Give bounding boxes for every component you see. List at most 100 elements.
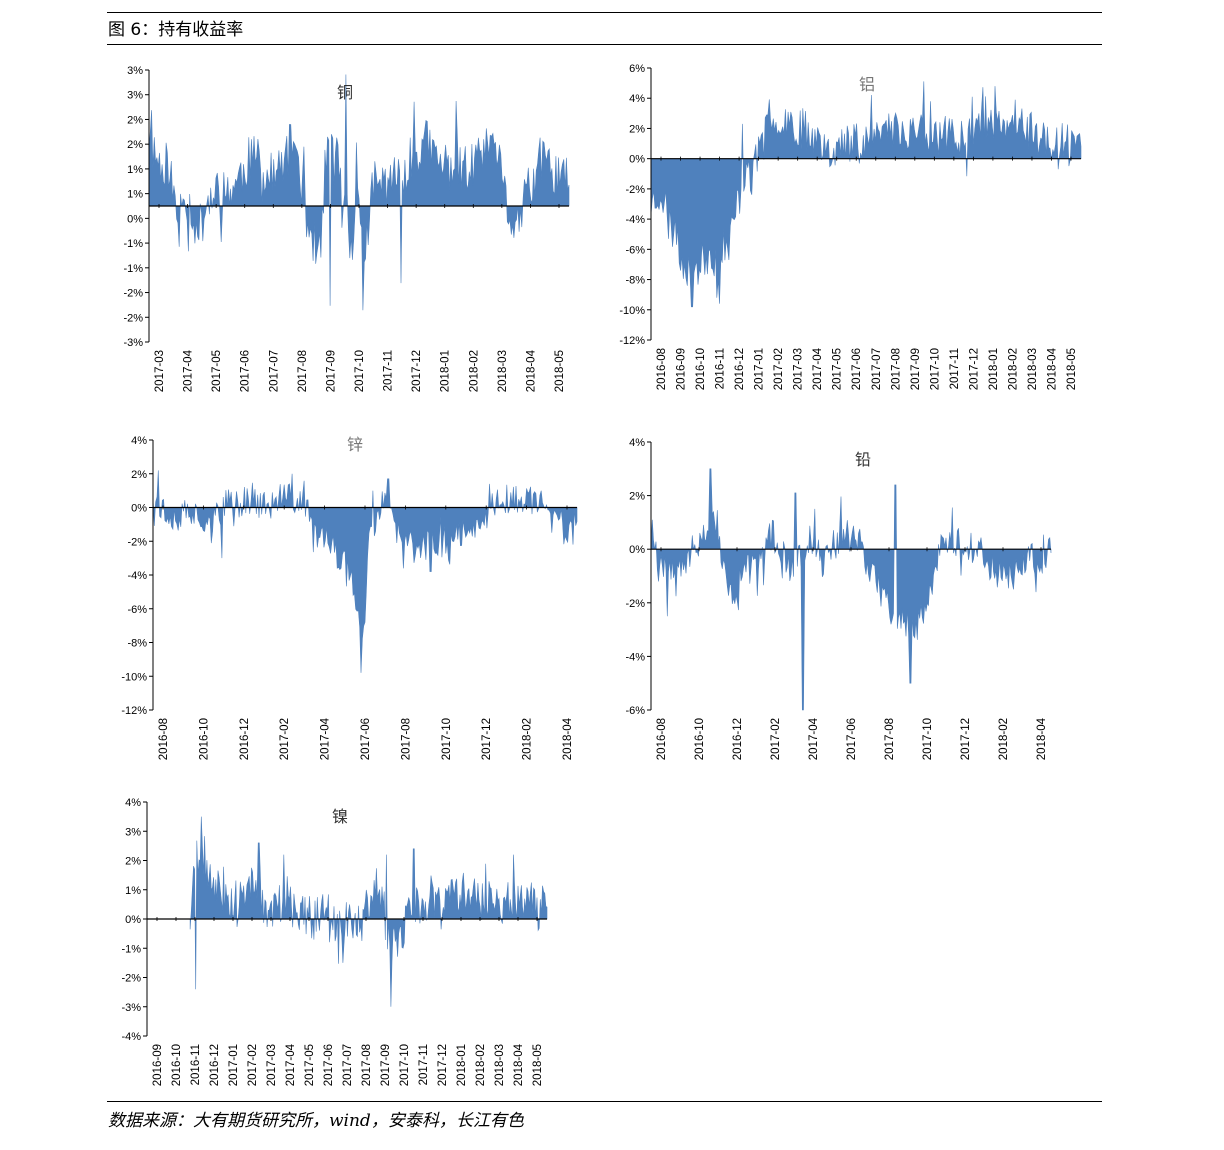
chart-panel-aluminum: 6% 4% 2% 0% -2% -4% -6% -8% -10% -12% 2016-08 2016-…: [605, 60, 1095, 420]
copper-x-tick-label: 2017-09: [325, 350, 337, 392]
copper-x-tick-label: 2018-04: [525, 349, 537, 392]
aluminum-y-tick-label: 0%: [629, 154, 645, 166]
lead-y-tick-label: 2%: [629, 491, 645, 503]
lead-y-tick-label: -4%: [625, 651, 645, 663]
lead-x-tick-label: 2017-08: [884, 718, 896, 760]
top-rule: [107, 12, 1102, 13]
copper-y-tick-label: 2%: [127, 139, 143, 151]
nickel-y-tick-label: 4%: [125, 797, 141, 809]
copper-x-tick-label: 2018-03: [497, 350, 509, 392]
aluminum-x-tick-label: 2016-08: [656, 348, 668, 390]
zinc-x-tick-label: 2016-08: [158, 718, 170, 760]
copper-y-tick-label: 2%: [127, 114, 143, 126]
nickel-x-tick-label: 2017-05: [304, 1044, 316, 1086]
lead-y-tick-label: -6%: [625, 705, 645, 717]
chart-panel-lead: 4% 2% 0% -2% -4% -6% 2016-08 2016-10 2016-12 2017…: [605, 430, 1075, 780]
aluminum-x-tick-label: 2017-04: [812, 347, 824, 390]
nickel-y-tick-label: 0%: [125, 914, 141, 926]
nickel-x-tick-label: 2016-10: [171, 1044, 183, 1086]
nickel-x-tick-label: 2017-01: [228, 1044, 240, 1086]
aluminum-x-tick-label: 2017-08: [890, 348, 902, 390]
nickel-x-tick-label: 2018-04: [513, 1043, 525, 1086]
copper-x-tick-label: 2017-12: [411, 350, 423, 392]
copper-chart: 3% 3% 2% 2% 1% 1% 0% -1% -1% -2% -2% -3% 2017-03 2017…: [123, 65, 570, 392]
aluminum-x-tick-label: 2017-02: [773, 348, 785, 390]
lead-y-tick-label: -2%: [625, 598, 645, 610]
zinc-chart-title: 锌: [347, 435, 363, 454]
aluminum-x-tick-label: 2017-01: [754, 348, 766, 390]
copper-y-tick-label: 1%: [127, 164, 143, 176]
chart-panel-nickel: 4% 3% 2% 1% 0% -1% -2% -3% -4% 2016-09 2016-10 2016…: [107, 792, 577, 1102]
lead-x-tick-label: 2018-02: [998, 718, 1010, 760]
aluminum-x-tick-label: 2017-11: [949, 348, 961, 389]
lead-x-tick-label: 2017-12: [960, 718, 972, 760]
copper-y-tick-label: 3%: [127, 90, 143, 102]
nickel-y-tick-label: 2%: [125, 856, 141, 868]
aluminum-x-tick-label: 2017-09: [910, 348, 922, 390]
aluminum-x-tick-label: 2017-07: [871, 348, 883, 390]
aluminum-x-tick-label: 2017-05: [832, 348, 844, 390]
zinc-x-tick-label: 2017-04: [320, 717, 332, 760]
zinc-x-tick-label: 2018-04: [562, 717, 574, 760]
zinc-y-tick-label: -6%: [127, 604, 147, 616]
zinc-x-tick-label: 2016-12: [239, 718, 251, 760]
zinc-y-tick-label: 0%: [131, 503, 147, 515]
source-note: 数据来源：大有期货研究所，wind，安泰科，长江有色: [108, 1111, 524, 1131]
lead-y-tick-label: 0%: [629, 544, 645, 556]
aluminum-x-tick-label: 2018-03: [1027, 348, 1039, 390]
copper-y-tick-label: -3%: [123, 337, 143, 349]
lead-series-area: [650, 468, 1052, 711]
copper-chart-title: 铜: [337, 83, 353, 102]
nickel-x-tick-label: 2018-05: [532, 1044, 544, 1086]
nickel-x-tick-label: 2017-06: [323, 1044, 335, 1086]
copper-series-area: [148, 74, 570, 311]
aluminum-y-tick-label: -6%: [625, 244, 645, 256]
copper-x-tick-label: 2017-08: [297, 350, 309, 392]
lead-x-tick-label: 2017-06: [846, 718, 858, 760]
nickel-y-tick-label: -1%: [121, 943, 141, 955]
nickel-x-tick-label: 2017-07: [342, 1044, 354, 1086]
copper-y-tick-label: -2%: [123, 312, 143, 324]
lead-chart-title: 铅: [855, 450, 871, 469]
zinc-x-tick-label: 2018-02: [522, 718, 534, 760]
zinc-x-tick-label: 2017-02: [279, 718, 291, 760]
aluminum-y-tick-label: 6%: [629, 63, 645, 75]
copper-x-tick-label: 2017-10: [354, 350, 366, 392]
zinc-y-tick-label: -2%: [127, 536, 147, 548]
zinc-y-tick-label: 4%: [131, 435, 147, 447]
aluminum-x-tick-label: 2018-05: [1066, 348, 1078, 390]
aluminum-y-tick-label: -10%: [619, 305, 645, 317]
nickel-y-tick-label: -3%: [121, 1002, 141, 1014]
aluminum-x-tick-label: 2016-11: [715, 348, 727, 389]
nickel-x-tick-label: 2018-01: [456, 1044, 468, 1086]
nickel-x-tick-label: 2016-09: [152, 1044, 164, 1086]
copper-y-tick-label: 3%: [127, 65, 143, 77]
aluminum-x-tick-label: 2016-12: [734, 348, 746, 390]
copper-y-tick-label: -2%: [123, 288, 143, 300]
aluminum-x-tick-label: 2017-03: [793, 348, 805, 390]
copper-x-tick-label: 2017-03: [154, 350, 166, 392]
aluminum-x-tick-label: 2017-10: [929, 348, 941, 390]
aluminum-x-tick-label: 2016-09: [676, 348, 688, 390]
figure-title: 图 6：持有收益率: [108, 20, 244, 40]
zinc-x-tick-label: 2017-10: [441, 718, 453, 760]
copper-x-tick-label: 2017-05: [211, 350, 223, 392]
copper-y-tick-label: -1%: [123, 263, 143, 275]
zinc-y-tick-label: -12%: [121, 705, 147, 717]
nickel-y-tick-label: 3%: [125, 826, 141, 838]
copper-y-tick-label: -1%: [123, 238, 143, 250]
aluminum-series-area: [650, 81, 1082, 308]
lead-x-tick-label: 2018-04: [1036, 717, 1048, 760]
copper-x-tick-label: 2017-04: [183, 349, 195, 392]
copper-y-tick-label: 0%: [127, 213, 143, 225]
nickel-x-tick-label: 2017-10: [399, 1044, 411, 1086]
aluminum-y-tick-label: -4%: [625, 214, 645, 226]
copper-y-tick-label: 1%: [127, 189, 143, 201]
lead-x-tick-label: 2016-08: [656, 718, 668, 760]
aluminum-x-tick-label: 2018-01: [988, 348, 1000, 390]
nickel-x-tick-label: 2018-03: [494, 1044, 506, 1086]
nickel-x-tick-label: 2016-11: [190, 1044, 202, 1085]
aluminum-x-tick-label: 2016-10: [695, 348, 707, 390]
copper-x-tick-label: 2018-01: [440, 350, 452, 392]
aluminum-x-tick-label: 2017-06: [851, 348, 863, 390]
